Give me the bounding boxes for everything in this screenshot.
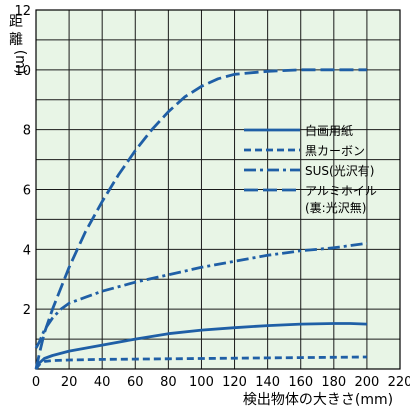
y-axis-title-char: 離 (9, 31, 23, 48)
y-axis-title-char: 距 (9, 14, 23, 30)
x-tick-label: 20 (61, 375, 78, 390)
y-tick-label: 10 (14, 64, 31, 79)
x-axis-title: 検出物体の大きさ(mm) (243, 392, 393, 407)
x-tick-label: 0 (32, 375, 40, 390)
x-tick-label: 140 (255, 375, 280, 390)
tick-labels: 0 20 40 60 80 100 120 140 160 180 200 220 2 4 6 8 10 12 (14, 4, 410, 390)
legend-label: 白画用紙 (305, 123, 353, 138)
y-tick-label: 6 (23, 184, 31, 199)
y-axis-title-unit: (m) (12, 50, 28, 75)
series-line-1 (34, 355, 367, 370)
x-tick-label: 40 (94, 375, 111, 390)
y-tick-label: 8 (23, 124, 31, 139)
legend-label: アルミホイル (305, 184, 377, 198)
x-tick-label: 160 (288, 375, 313, 390)
series-lines (34, 68, 368, 370)
axis-titles: 距離 (m) 検出物体の大きさ(mm) (9, 14, 393, 407)
x-tick-label: 220 (388, 375, 410, 390)
series-line-0 (34, 322, 367, 370)
legend-label: 黒カーボン (305, 144, 365, 158)
x-tick-label: 180 (321, 375, 346, 390)
x-tick-label: 60 (127, 375, 144, 390)
x-tick-label: 120 (222, 375, 247, 390)
x-tick-label: 200 (354, 375, 379, 390)
y-tick-label: 2 (23, 303, 31, 318)
series-line-3 (34, 68, 367, 370)
x-tick-label: 80 (160, 375, 177, 390)
legend-label-sub: (裏:光沢無) (305, 200, 366, 215)
y-tick-label: 4 (23, 243, 31, 258)
x-tick-label: 100 (189, 375, 214, 390)
y-tick-label: 12 (14, 4, 31, 19)
legend-label: SUS(光沢有) (305, 164, 374, 178)
plot-border (35, 9, 401, 370)
